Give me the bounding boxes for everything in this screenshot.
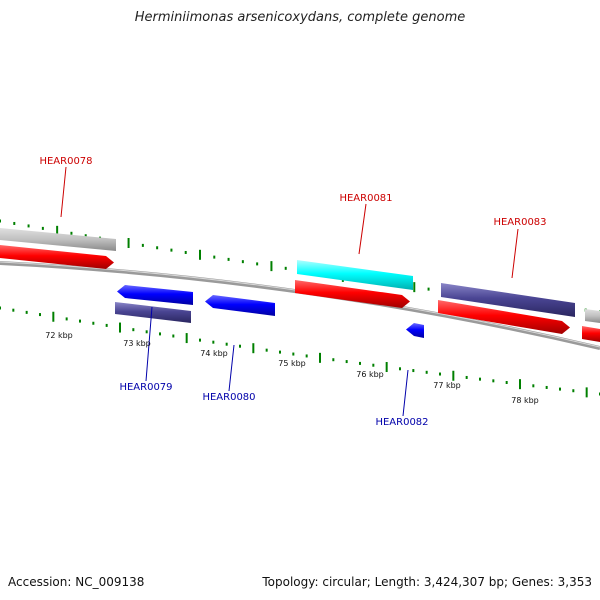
cds-edge [582, 326, 600, 342]
gene-label-hear0083: HEAR0083 [493, 217, 546, 228]
cds-hear0079 [117, 285, 193, 305]
scale-label: 75 kbp [278, 359, 306, 368]
cds-hear0080 [205, 295, 275, 316]
leader-line [61, 167, 66, 217]
feature-edge-misc [585, 309, 600, 323]
scale-label: 72 kbp [45, 331, 73, 340]
gene-label-hear0078: HEAR0078 [39, 156, 92, 167]
feature-tracks [0, 228, 600, 342]
scale-label: 77 kbp [433, 381, 461, 390]
gene-label-hear0082: HEAR0082 [375, 417, 428, 428]
feature-hear0079-misc [115, 302, 191, 323]
accession-text: Accession: NC_009138 [8, 575, 144, 589]
scale-labels: 72 kbp 73 kbp 74 kbp 75 kbp 76 kbp 77 kbp 78 k… [45, 331, 539, 405]
gene-label-hear0081: HEAR0081 [339, 193, 392, 204]
scale-label: 76 kbp [356, 370, 384, 379]
cds-hear0082 [406, 323, 424, 338]
leader-line [403, 370, 408, 416]
leader-line [512, 229, 518, 278]
gene-label-hear0080: HEAR0080 [202, 392, 255, 403]
leader-line [229, 345, 234, 391]
leader-line [359, 204, 366, 254]
genome-summary-text: Topology: circular; Length: 3,424,307 bp… [262, 575, 592, 589]
scale-label: 73 kbp [123, 339, 151, 348]
scale-label: 78 kbp [511, 396, 539, 405]
scale-label: 74 kbp [200, 349, 228, 358]
gene-label-hear0079: HEAR0079 [119, 382, 172, 393]
